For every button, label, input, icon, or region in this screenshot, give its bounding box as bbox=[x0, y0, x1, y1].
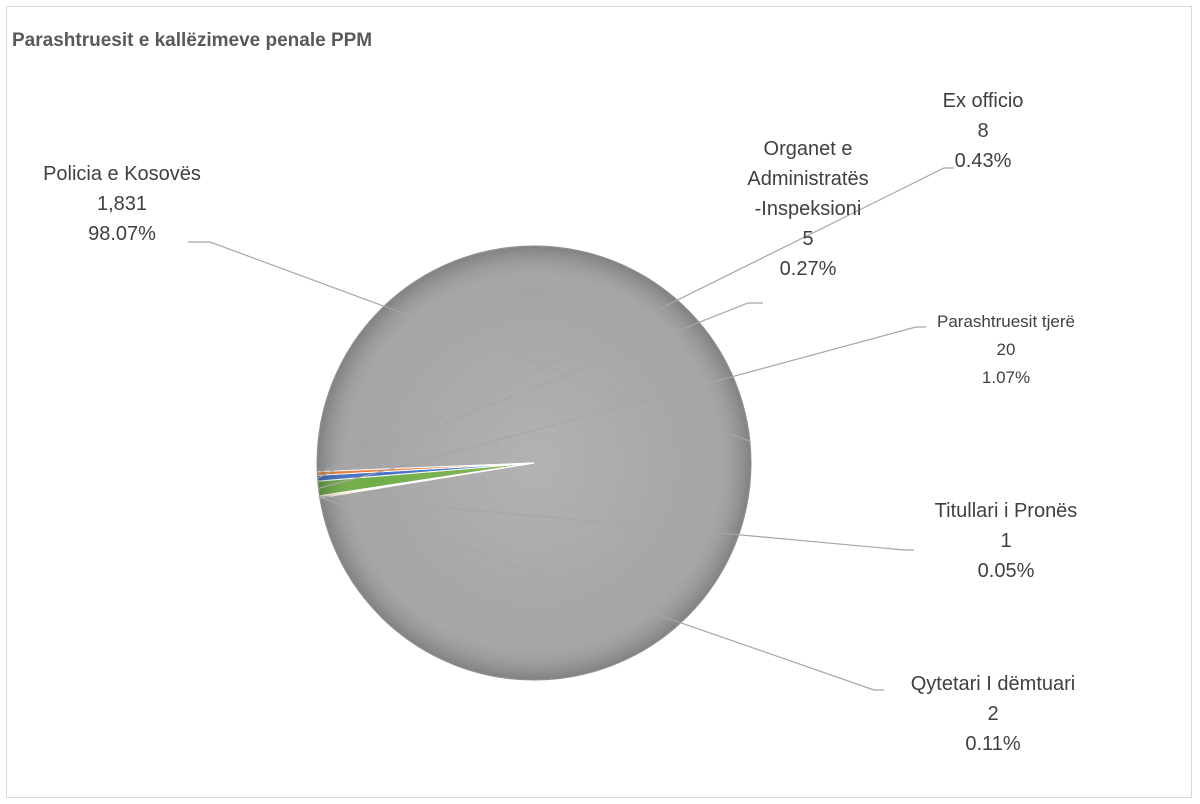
chart-title: Parashtruesit e kallëzimeve penale PPM bbox=[12, 30, 373, 51]
leader-line-ex-officio bbox=[317, 167, 954, 479]
data-label-value-titullari-i-prones: 1 bbox=[1000, 530, 1011, 552]
data-label-name-titullari-i-prones: Titullari i Pronës bbox=[935, 500, 1078, 522]
leader-line-policia-e-kosoves bbox=[188, 241, 751, 442]
data-label-percent-parashtruesit-tjere: 1.07% bbox=[982, 368, 1030, 387]
data-label-percent-ex-officio: 0.43% bbox=[955, 150, 1012, 172]
data-label-name-parashtruesit-tjere: Parashtruesit tjerë bbox=[937, 312, 1075, 331]
data-label-value-policia-e-kosoves: 1,831 bbox=[97, 193, 147, 215]
data-label-name-organet-e-administrates-inspeksioni: Administratës bbox=[747, 168, 868, 190]
data-label-percent-qytetari-i-demtuari: 0.11% bbox=[965, 733, 1020, 755]
data-label-percent-organet-e-administrates-inspeksioni: 0.27% bbox=[780, 258, 837, 280]
data-label-value-ex-officio: 8 bbox=[977, 120, 988, 142]
leader-line-titullari-i-prones bbox=[319, 495, 914, 551]
leader-line-parashtruesit-tjere bbox=[318, 326, 926, 490]
data-label-name-ex-officio: Ex officio bbox=[943, 90, 1024, 112]
data-label-value-parashtruesit-tjere: 20 bbox=[997, 340, 1016, 359]
data-label-name-organet-e-administrates-inspeksioni: -Inspeksioni bbox=[755, 198, 862, 220]
leader-line-qytetari-i-demtuari bbox=[319, 496, 884, 691]
data-label-percent-titullari-i-prones: 0.05% bbox=[978, 560, 1035, 582]
data-label-name-qytetari-i-demtuari: Qytetari I dëmtuari bbox=[911, 673, 1076, 695]
data-label-name-policia-e-kosoves: Policia e Kosovës bbox=[43, 163, 201, 185]
pie-shading bbox=[316, 245, 752, 681]
data-label-value-organet-e-administrates-inspeksioni: 5 bbox=[802, 228, 813, 250]
data-label-percent-policia-e-kosoves: 98.07% bbox=[88, 223, 156, 245]
data-label-value-qytetari-i-demtuari: 2 bbox=[987, 703, 998, 725]
leader-line-organet-e-administrates-inspeksioni bbox=[317, 302, 763, 475]
data-label-name-organet-e-administrates-inspeksioni: Organet e bbox=[764, 138, 853, 160]
